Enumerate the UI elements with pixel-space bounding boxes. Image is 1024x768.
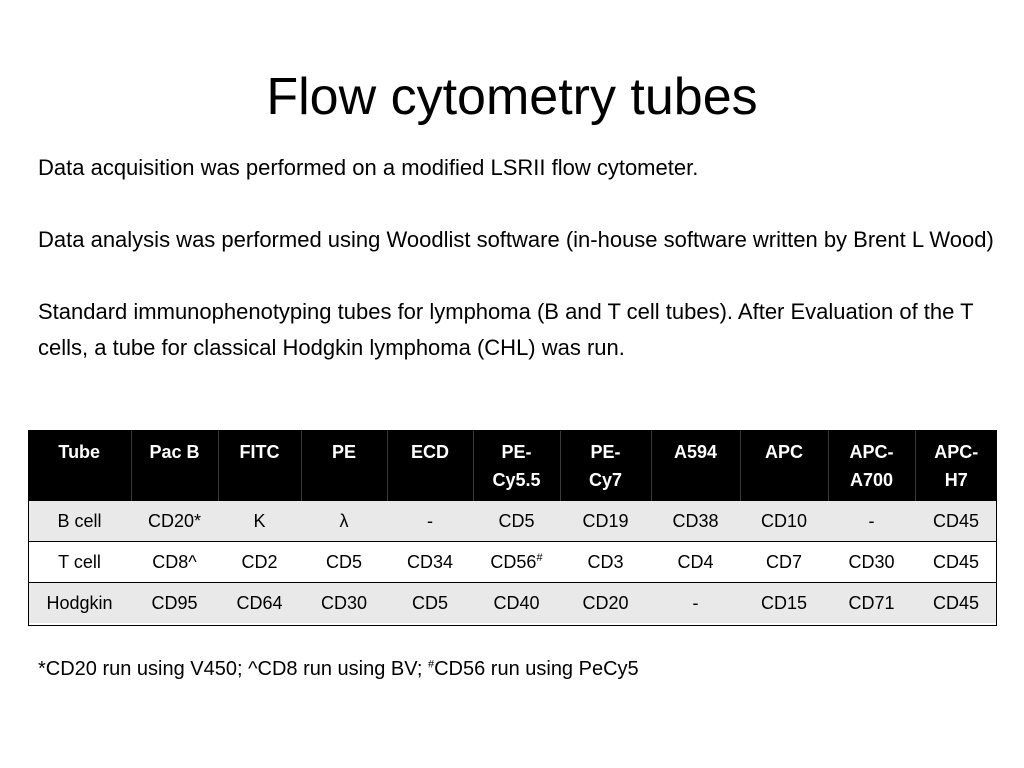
footnote: *CD20 run using V450; ^CD8 run using BV;… xyxy=(38,654,998,684)
table-cell: CD5 xyxy=(325,552,362,572)
table-cell: CD4 xyxy=(677,552,714,572)
header-cell: APC- H7 xyxy=(914,430,997,501)
cell-text: CD56 xyxy=(490,552,537,572)
table-cell: K xyxy=(253,511,266,531)
header-line: APC- xyxy=(849,442,894,462)
header-cell: APC xyxy=(739,430,828,501)
table-cell: CD20* xyxy=(147,511,202,531)
table-cell: CD45 xyxy=(932,552,980,572)
header-line: Pac B xyxy=(149,442,200,462)
table-cell: CD40 xyxy=(493,593,540,613)
header-line: PE- xyxy=(590,442,621,462)
paragraph-tubes: Standard immunophenotyping tubes for lym… xyxy=(38,299,974,360)
table-cell: CD45 xyxy=(932,593,980,613)
header-line: ECD xyxy=(410,442,449,462)
table-cell: CD34 xyxy=(406,552,454,572)
table-cell: λ xyxy=(339,511,349,531)
table-cell: CD38 xyxy=(672,511,719,531)
table-cell: CD19 xyxy=(582,511,629,531)
table-cell: CD2 xyxy=(241,552,278,572)
table-cell: CD71 xyxy=(848,593,895,613)
superscript-mark: # xyxy=(536,552,543,564)
table-cell: CD8^ xyxy=(152,552,197,572)
header-cell: PE- Cy5.5 xyxy=(472,430,560,501)
table-cell: CD20 xyxy=(582,593,629,613)
table-cell: CD30 xyxy=(848,552,895,572)
table-cell: - xyxy=(427,511,433,531)
slide-title: Flow cytometry tubes xyxy=(266,68,758,126)
header-line: A700 xyxy=(849,470,894,490)
header-line: PE- xyxy=(501,442,532,462)
footnote-superscript-mark: # xyxy=(427,658,435,671)
header-line: A594 xyxy=(673,442,718,462)
table-row-b-cell: B cell CD20* K λ - CD5 CD19 CD38 CD10 - … xyxy=(28,500,997,542)
slide-body: Data acquisition was performed on a modi… xyxy=(38,150,998,366)
footnote-part1: *CD20 run using V450; ^CD8 run using BV; xyxy=(38,658,428,680)
table-header-row: Tube Pac B FITC PE ECD PE- Cy5.5 PE- Cy7 A… xyxy=(28,430,997,501)
table-row-hodgkin: Hodgkin CD95 CD64 CD30 CD5 CD40 CD20 - C… xyxy=(28,582,997,623)
table-cell: CD5 xyxy=(411,593,448,613)
table-cell-cd56: CD56# xyxy=(473,542,560,583)
table-cell: CD64 xyxy=(236,593,283,613)
header-line: H7 xyxy=(944,470,968,490)
header-line: Cy7 xyxy=(588,470,623,490)
header-line: APC xyxy=(764,442,803,462)
header-line: PE xyxy=(331,442,356,462)
table-cell: CD15 xyxy=(760,593,808,613)
flow-cytometry-table: Tube Pac B FITC PE ECD PE- Cy5.5 PE- Cy7 A… xyxy=(28,430,997,623)
header-cell: APC- A700 xyxy=(827,430,915,501)
table-cell: - xyxy=(868,511,875,531)
paragraph-analysis: Data analysis was performed using Woodli… xyxy=(38,227,994,252)
table-cell: CD95 xyxy=(151,593,198,613)
header-cell: Pac B xyxy=(130,430,218,501)
header-line: Tube xyxy=(58,442,101,462)
header-cell: PE xyxy=(300,430,387,501)
table-cell: T cell xyxy=(58,552,101,572)
table-cell: CD30 xyxy=(320,593,368,613)
table-cell: CD45 xyxy=(932,511,980,531)
header-cell: Tube xyxy=(28,430,131,501)
header-cell: FITC xyxy=(217,430,301,501)
paragraph-acquisition: Data acquisition was performed on a modi… xyxy=(38,155,699,180)
header-line: APC- xyxy=(934,442,979,462)
header-cell: A594 xyxy=(650,430,740,501)
table-cell: B cell xyxy=(57,511,102,531)
header-cell: ECD xyxy=(386,430,473,501)
table-cell: Hodgkin xyxy=(46,593,113,613)
header-line: Cy5.5 xyxy=(492,470,541,490)
header-cell: PE- Cy7 xyxy=(559,430,651,501)
table-cell: CD5 xyxy=(498,511,535,531)
table-cell: CD7 xyxy=(765,552,802,572)
table-row-t-cell: T cell CD8^ CD2 CD5 CD34 CD56# CD3 CD4 C… xyxy=(28,541,997,583)
header-line: FITC xyxy=(239,442,280,462)
footnote-part2: CD56 run using PeCy5 xyxy=(434,658,639,680)
table-cell: CD10 xyxy=(760,511,808,531)
table-cell: CD3 xyxy=(587,552,624,572)
table-cell: - xyxy=(692,593,699,613)
